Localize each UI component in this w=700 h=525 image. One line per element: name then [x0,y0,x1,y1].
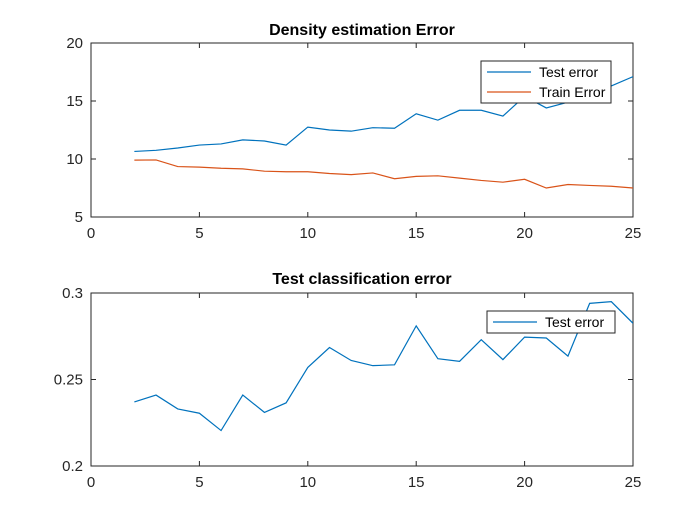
x-tick-label: 15 [408,474,425,491]
y-tick-label: 0.3 [62,285,83,302]
y-tick-label: 0.2 [62,458,83,475]
x-tick-label: 0 [87,225,95,242]
x-tick-label: 10 [299,225,316,242]
legend-box [486,310,616,334]
chart-title: Density estimation Error [269,22,455,39]
chart-2: Test classification error 0 5 10 15 20 25 0.2 0.… [54,271,642,491]
legend-label: Test error [539,64,598,80]
legend-label: Test error [545,314,604,330]
legend: Test error [486,310,616,334]
x-tick-label: 25 [625,474,642,491]
y-tick-label: 0.25 [54,372,83,389]
x-tick-label: 5 [195,474,203,491]
x-tick-label: 20 [516,225,533,242]
y-tick-label: 10 [66,151,83,168]
x-tick-label: 10 [299,474,316,491]
x-tick-label: 0 [87,474,95,491]
series-line-1 [134,76,633,153]
x-tick-label: 20 [516,474,533,491]
legend: Test error Train Error [480,60,612,104]
legend-box [480,60,612,104]
x-tick-label: 25 [625,225,642,242]
series-line-2 [134,159,633,189]
chart-title: Test classification error [272,271,451,288]
y-tick-label: 20 [66,35,83,52]
x-tick-label: 5 [195,225,203,242]
y-tick-label: 5 [75,209,83,226]
series-line-1 [134,301,633,432]
y-tick-label: 15 [66,93,83,110]
x-tick-label: 15 [408,225,425,242]
legend-label: Train Error [539,84,606,100]
